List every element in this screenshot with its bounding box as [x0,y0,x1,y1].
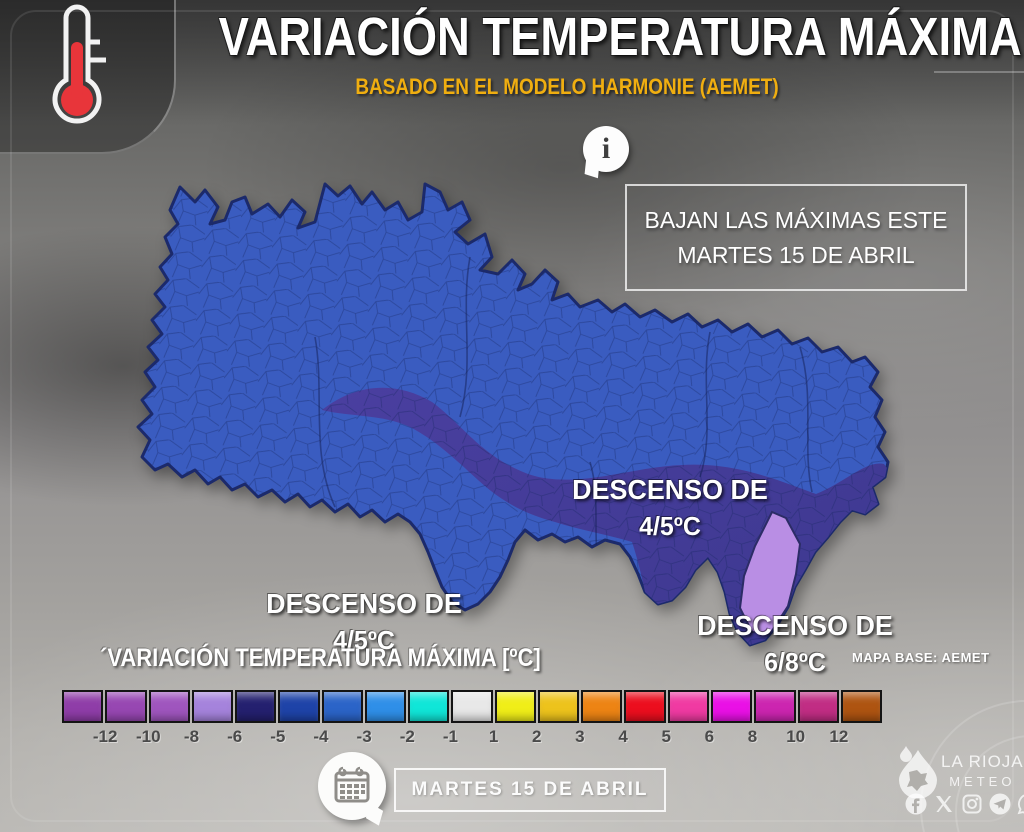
x-icon [936,796,952,812]
page-subtitle: BASADO EN EL MODELO HARMONIE (AEMET) [355,74,779,99]
legend-title: ´VARIACIÓN TEMPERATURA MÁXIMA [ºC] [100,644,541,672]
legend-swatch-17 [797,690,839,723]
legend-tick-2: 2 [532,727,542,746]
legend-tick-labels: -12 -10 -8 -6 -5 -4 -3 -2 -1 1 2 3 4 5 6 8 10 12 [62,727,882,749]
legend-swatch-4 [235,690,277,723]
legend-swatch-15 [710,690,753,723]
la-rioja-map: DESCENSO DE 4/5ºC DESCENSO DE 4/5ºC DESC… [110,162,905,677]
map-label-north: DESCENSO DE 4/5ºC [572,474,768,541]
legend-tick--1: -1 [442,727,458,746]
telegram-icon [989,793,1011,815]
raindrop-logo-icon [899,746,937,799]
legend-swatch-2 [148,690,190,723]
legend-swatch-14 [667,690,709,723]
legend-tick--3: -3 [356,727,372,746]
legend-tick--12: -12 [92,727,118,746]
callout-line1: BAJAN LAS MÁXIMAS ESTE [644,206,948,233]
info-icon: i [583,126,629,172]
callout-line2: MARTES 15 DE ABRIL [677,241,915,268]
legend-swatch-11 [537,690,580,723]
calendar-icon [318,752,386,820]
legend-swatch-5 [278,690,320,723]
legend-swatch-16 [754,690,796,723]
legend-tick-4: 4 [618,727,628,746]
date-badge: MARTES 15 DE ABRIL [394,768,666,812]
legend-tick-1: 1 [488,727,499,746]
info-callout-box: BAJAN LAS MÁXIMAS ESTE MARTES 15 DE ABRI… [625,184,967,291]
map-base-credit: MAPA BASE: AEMET [852,650,990,665]
legend-tick--5: -5 [270,727,286,746]
legend-swatch-1 [105,690,147,723]
social-icons [904,792,1024,816]
brand-sub: METEO [949,774,1016,789]
legend-tick-10: 10 [786,727,806,746]
legend-tick--8: -8 [183,727,200,746]
legend-swatch-7 [364,690,407,723]
page-title: VARIACIÓN TEMPERATURA MÁXIMA [218,7,1022,67]
instagram-icon [962,794,982,814]
thermometer-icon [28,4,124,137]
map-label-southeast: DESCENSO DE 6/8ºC [697,610,893,677]
whatsapp-icon [1017,794,1024,815]
map-label-west: DESCENSO DE 4/5ºC [266,588,462,655]
facebook-icon [905,793,927,815]
legend-swatch-9 [451,690,493,723]
la-rioja-meteo-logo: LA RIOJA METEO [893,744,1023,803]
comarca-borders [314,256,813,583]
legend-swatch-8 [408,690,450,723]
legend-swatch-6 [321,690,363,723]
legend-tick--4: -4 [313,727,329,746]
legend-swatch-18 [840,690,883,723]
legend-swatch-3 [191,690,234,723]
legend-tick-6: 6 [704,727,715,746]
legend-swatch-10 [494,690,536,723]
legend-tick--6: -6 [227,727,243,746]
legend-tick--10: -10 [136,727,161,746]
legend-tick-5: 5 [661,727,671,746]
legend-swatch-13 [624,690,666,723]
legend-swatches [62,690,883,723]
legend-tick-12: 12 [829,727,849,746]
legend-tick-8: 8 [747,727,758,746]
legend-tick--2: -2 [399,727,415,746]
brand-name: LA RIOJA [941,752,1024,771]
legend-tick-3: 3 [575,727,585,746]
frame-line [934,71,1024,73]
legend-swatch-0 [62,690,104,723]
legend-swatch-12 [581,690,623,723]
